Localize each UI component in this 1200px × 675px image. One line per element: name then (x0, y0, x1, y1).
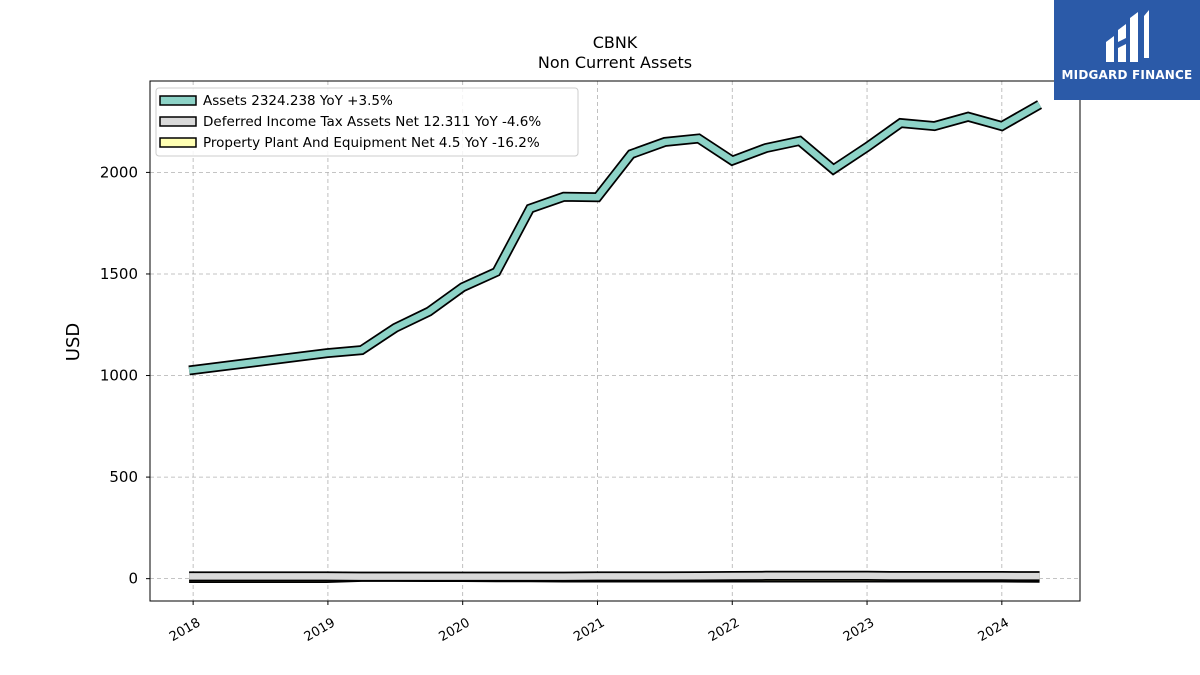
x-tick-label: 2022 (706, 615, 742, 645)
grid (150, 81, 1080, 601)
series-0 (188, 100, 1043, 376)
x-tick-label: 2023 (841, 615, 877, 645)
legend-swatch (159, 95, 197, 106)
legend-box (155, 87, 579, 157)
legend: Assets 2324.238 YoY +3.5% Deferred Income… (155, 87, 579, 157)
chart-title: CBNK (593, 33, 638, 52)
y-tick-label: 1000 (100, 367, 138, 385)
legend-label: Assets 2324.238 YoY +3.5% (203, 93, 393, 109)
y-tick-label: 1500 (100, 265, 138, 283)
x-tick-label: 2019 (302, 615, 338, 645)
series-1 (189, 570, 1040, 582)
y-tick-label: 0 (128, 570, 138, 588)
y-tick-label: 2000 (100, 163, 138, 181)
legend-swatch (159, 116, 197, 127)
brand-logo: MIDGARD FINANCE (1054, 0, 1200, 100)
series-line (189, 572, 1040, 580)
plot-frame (149, 80, 1081, 602)
legend-swatch (159, 137, 197, 148)
x-tick-label: 2024 (976, 615, 1012, 645)
legend-label: Deferred Income Tax Assets Net 12.311 Yo… (203, 114, 541, 130)
brand-logo-icon (1106, 10, 1149, 62)
x-tick-label: 2018 (167, 615, 203, 645)
brand-name: MIDGARD FINANCE (1061, 68, 1193, 82)
y-axis-label: USD (63, 323, 84, 361)
y-tick-label: 500 (109, 468, 138, 486)
x-tick-label: 2021 (571, 615, 607, 645)
legend-label: Property Plant And Equipment Net 4.5 YoY… (203, 135, 540, 151)
series-layer (188, 100, 1043, 584)
chart-subtitle: Non Current Assets (538, 53, 692, 72)
plot-border (149, 80, 1081, 602)
series-line (188, 101, 1042, 374)
x-tick-label: 2020 (437, 615, 473, 645)
